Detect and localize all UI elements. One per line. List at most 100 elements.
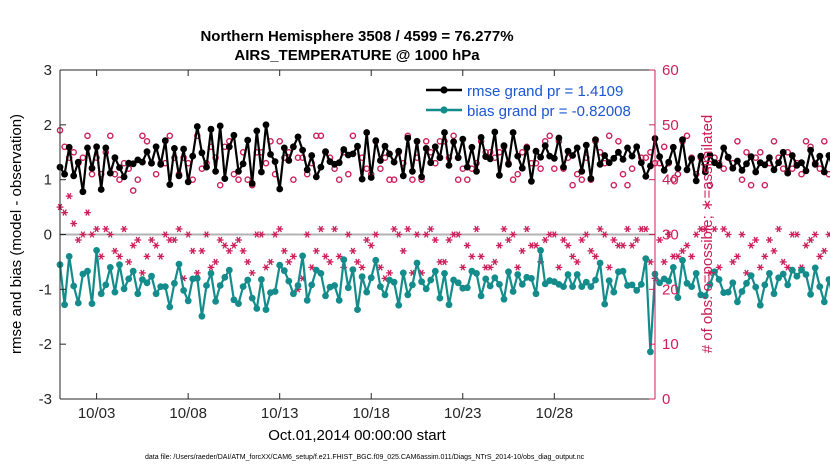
rmse-marker — [129, 160, 137, 168]
obs-possible-marker — [720, 165, 728, 172]
bias-marker — [610, 288, 618, 296]
bias-marker — [212, 298, 220, 305]
asterisk-stroke — [62, 209, 67, 216]
obs-assimilated-marker — [596, 225, 604, 233]
asterisk-stroke — [437, 258, 443, 266]
obs-assimilated-marker — [221, 242, 229, 249]
bias-marker — [441, 270, 448, 277]
obs-possible-marker — [509, 176, 517, 183]
rmse-marker — [61, 170, 68, 178]
obs-assimilated-marker — [248, 269, 256, 277]
asterisk-stroke — [428, 225, 433, 233]
rmse-marker — [74, 158, 82, 166]
asterisk-stroke — [135, 236, 141, 244]
x-tick-label: 10/23 — [444, 405, 482, 422]
obs-assimilated-marker — [605, 264, 613, 271]
asterisk-stroke — [712, 225, 717, 233]
rmse-marker — [399, 172, 407, 180]
asterisk-stroke — [442, 258, 447, 266]
rmse-marker — [509, 129, 517, 136]
rmse-marker — [436, 154, 444, 162]
obs-assimilated-marker — [647, 258, 654, 266]
obs-assimilated-marker — [184, 231, 192, 238]
bias-marker — [596, 259, 604, 267]
obs-assimilated-marker — [463, 242, 471, 249]
asterisk-stroke — [112, 247, 118, 255]
bias-marker — [349, 266, 357, 273]
rmse-marker — [189, 152, 197, 160]
asterisk-stroke — [520, 247, 525, 255]
asterisk-stroke — [515, 264, 520, 271]
asterisk-stroke — [675, 253, 681, 260]
rmse-marker — [418, 173, 425, 181]
obs-possible-marker — [770, 137, 778, 145]
y-tick-label: -3 — [39, 391, 52, 408]
obs-assimilated-marker — [569, 253, 576, 260]
asterisk-stroke — [776, 225, 781, 233]
obs-possible-marker — [390, 176, 398, 183]
asterisk-stroke — [94, 225, 99, 233]
obs-assimilated-marker — [564, 242, 572, 249]
rmse-marker — [701, 168, 709, 176]
obs-assimilated-marker — [189, 247, 197, 255]
rmse-marker — [743, 160, 750, 168]
obs-assimilated-marker — [175, 225, 183, 233]
obs-assimilated-marker — [747, 242, 755, 249]
bias-marker — [761, 281, 769, 289]
bias-marker — [766, 270, 773, 277]
asterisk-stroke — [277, 225, 282, 233]
rmse-marker — [248, 180, 256, 187]
rmse-marker — [798, 159, 805, 167]
obs-assimilated-marker — [344, 231, 352, 238]
asterisk-stroke — [391, 225, 397, 233]
asterisk-stroke — [547, 231, 552, 238]
obs-assimilated-marker — [660, 258, 668, 266]
rmse-marker — [70, 172, 78, 180]
bias-marker — [669, 264, 677, 271]
bias-marker — [500, 295, 508, 303]
obs-assimilated-marker — [679, 247, 686, 255]
obs-assimilated-marker — [116, 253, 123, 260]
y2-tick-label: 10 — [662, 336, 679, 353]
rmse-marker — [518, 164, 526, 172]
rmse-marker — [102, 144, 110, 152]
rmse-marker — [807, 146, 814, 154]
bias-marker — [463, 284, 471, 292]
obs-possible-marker — [569, 181, 576, 189]
footnote: data file: /Users/raeder/DAI/ATM_forcXX/… — [145, 454, 585, 461]
obs-possible-marker — [450, 132, 457, 140]
y2-tick-label: 20 — [662, 281, 679, 298]
bias-marker — [509, 288, 517, 295]
rmse-marker — [285, 157, 293, 164]
asterisk-stroke — [350, 247, 356, 255]
asterisk-stroke — [103, 225, 109, 233]
asterisk-stroke — [304, 231, 310, 238]
obs-possible-marker — [454, 176, 462, 183]
rmse-marker — [212, 168, 220, 175]
bias-marker — [422, 285, 430, 293]
bias-marker — [514, 271, 522, 278]
obs-assimilated-marker — [413, 231, 421, 238]
bias-marker — [496, 281, 503, 288]
obs-assimilated-marker — [550, 231, 558, 238]
asterisk-stroke — [574, 258, 580, 266]
asterisk-stroke — [163, 231, 168, 238]
obs-possible-marker — [335, 176, 343, 183]
asterisk-stroke — [785, 264, 790, 271]
rmse-marker — [550, 154, 558, 162]
bias-marker — [734, 298, 741, 306]
rmse-marker — [139, 158, 146, 166]
asterisk-stroke — [327, 258, 333, 266]
asterisk-stroke — [231, 242, 237, 249]
asterisk-stroke — [588, 247, 594, 255]
rmse-marker — [276, 185, 284, 193]
obs-assimilated-marker — [743, 269, 750, 277]
obs-possible-marker — [166, 132, 174, 140]
asterisk-stroke — [556, 264, 562, 271]
obs-assimilated-marker — [258, 231, 265, 238]
rmse-marker — [93, 143, 100, 151]
asterisk-stroke — [812, 231, 818, 238]
rmse-marker — [161, 137, 169, 145]
obs-assimilated-marker — [701, 225, 709, 233]
obs-assimilated-marker — [349, 247, 357, 255]
